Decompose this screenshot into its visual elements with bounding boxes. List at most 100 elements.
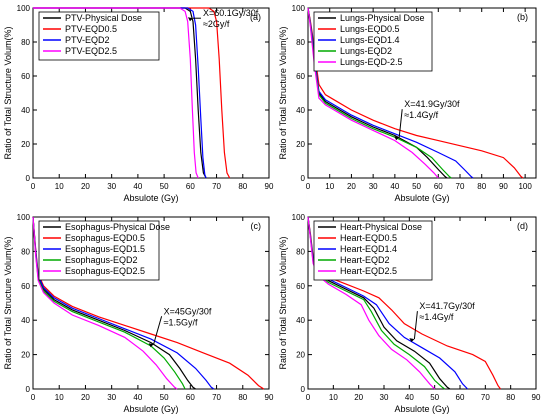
y-tick-label: 40 — [296, 316, 305, 325]
x-tick-label: 30 — [107, 182, 116, 191]
legend-label: Heart-EQD2 — [340, 255, 390, 265]
y-axis-label: Ratio of Total Structure Volum(%) — [3, 27, 13, 160]
x-tick-label: 60 — [186, 182, 195, 191]
x-tick-label: 20 — [81, 182, 90, 191]
x-axis-label: Absulote (Gy) — [394, 193, 449, 203]
x-tick-label: 90 — [265, 393, 274, 402]
y-tick-label: 100 — [17, 4, 31, 13]
x-tick-label: 90 — [265, 182, 274, 191]
y-tick-label: 60 — [21, 72, 30, 81]
y-tick-label: 80 — [296, 247, 305, 256]
x-tick-label: 80 — [506, 393, 515, 402]
legend-box — [313, 220, 433, 281]
legend-label: Lungs-EQD2 — [340, 46, 392, 56]
chart-panel: 0 10 20 30 40 50 60 70 80 90 0 20 40 60 80 100 Absulote … — [3, 4, 274, 203]
y-tick-label: 20 — [21, 140, 30, 149]
panel-letter: (d) — [517, 221, 528, 231]
annotation-text: X=41.9Gy/30f — [404, 99, 460, 109]
series-line — [33, 7, 231, 179]
x-tick-label: 20 — [347, 182, 356, 191]
x-tick-label: 30 — [380, 393, 389, 402]
y-tick-label: 0 — [26, 174, 31, 183]
y-axis-label: Ratio of Total Structure Volum(%) — [3, 237, 13, 370]
y-axis-label: Ratio of Total Structure Volum(%) — [278, 27, 288, 160]
legend-label: Esophagus-EQD0.5 — [65, 233, 145, 243]
x-tick-label: 70 — [481, 393, 490, 402]
series-line — [33, 7, 207, 179]
x-tick-label: 70 — [212, 182, 221, 191]
x-tick-label: 30 — [369, 182, 378, 191]
x-tick-label: 0 — [306, 182, 311, 191]
legend-label: Lungs-EQD-2.5 — [340, 57, 403, 67]
x-tick-label: 0 — [31, 393, 36, 402]
x-tick-label: 70 — [456, 182, 465, 191]
y-tick-label: 60 — [296, 282, 305, 291]
x-tick-label: 0 — [31, 182, 36, 191]
chart-panel: 0 10 20 30 40 50 60 70 80 90 0 20 40 60 80 100 Absulote … — [3, 213, 274, 414]
panel-letter: (c) — [251, 221, 262, 231]
plot-frame — [32, 216, 270, 390]
legend-label: Esophagus-EQD1.5 — [65, 244, 145, 254]
y-tick-label: 20 — [296, 140, 305, 149]
series-line — [32, 216, 178, 390]
annotation-text: X=60.1Gy/30f — [203, 8, 259, 18]
x-tick-label: 20 — [354, 393, 363, 402]
x-tick-label: 80 — [238, 393, 247, 402]
y-tick-label: 0 — [26, 385, 31, 394]
x-tick-label: 50 — [160, 393, 169, 402]
legend-box — [38, 220, 160, 281]
x-tick-label: 10 — [55, 182, 64, 191]
x-tick-label: 20 — [81, 393, 90, 402]
annotation-text: ≈1.5Gy/f — [164, 317, 198, 327]
x-tick-label: 80 — [238, 182, 247, 191]
y-tick-label: 20 — [296, 351, 305, 360]
y-tick-label: 60 — [296, 72, 305, 81]
y-tick-label: 0 — [301, 385, 306, 394]
annotation-arrow — [153, 316, 163, 345]
y-tick-label: 80 — [296, 38, 305, 47]
y-tick-label: 100 — [17, 213, 31, 222]
annotation-text: X=45Gy/30f — [164, 306, 212, 316]
legend-label: Heart-EQD1.4 — [340, 244, 397, 254]
y-tick-label: 40 — [296, 106, 305, 115]
y-tick-label: 100 — [292, 4, 306, 13]
x-tick-label: 10 — [325, 182, 334, 191]
legend-label: Heart-Physical Dose — [340, 222, 422, 232]
x-tick-label: 30 — [107, 393, 116, 402]
x-tick-label: 50 — [430, 393, 439, 402]
panel-letter: (b) — [517, 12, 528, 22]
x-tick-label: 100 — [518, 182, 532, 191]
legend-label: Esophagus-Physical Dose — [65, 222, 170, 232]
y-axis-label: Ratio of Total Structure Volum(%) — [278, 237, 288, 370]
legend-label: PTV-EQD2.5 — [65, 46, 117, 56]
y-tick-label: 40 — [21, 106, 30, 115]
chart-panel: 0 10 20 30 40 50 60 70 80 90 100 0 20 40 60 80 100 Absulo… — [278, 4, 537, 203]
legend-box — [38, 11, 160, 61]
x-tick-label: 50 — [160, 182, 169, 191]
annotation-arrowhead — [148, 343, 154, 348]
x-axis-label: Absulote (Gy) — [394, 404, 449, 414]
x-tick-label: 10 — [329, 393, 338, 402]
x-axis-label: Absulote (Gy) — [123, 193, 178, 203]
annotation-text: ≈2Gy/f — [203, 19, 230, 29]
x-tick-label: 70 — [212, 393, 221, 402]
plot-frame — [307, 7, 537, 179]
annotation-text: X=41.7Gy/30f — [419, 301, 475, 311]
legend-label: Lungs-EQD0.5 — [340, 24, 400, 34]
x-tick-label: 40 — [133, 393, 142, 402]
y-tick-label: 100 — [292, 213, 306, 222]
x-tick-label: 90 — [532, 393, 541, 402]
chart-panel: 0 10 20 30 40 50 60 70 80 90 0 20 40 60 80 100 Absulote … — [278, 213, 541, 414]
y-tick-label: 20 — [21, 351, 30, 360]
legend-label: Esophagus-EQD2 — [65, 255, 138, 265]
annotation-arrowhead — [409, 338, 415, 343]
x-tick-label: 40 — [133, 182, 142, 191]
legend-label: Lungs-EQD1.4 — [340, 35, 400, 45]
legend-label: PTV-EQD2 — [65, 35, 110, 45]
x-tick-label: 80 — [477, 182, 486, 191]
x-tick-label: 40 — [390, 182, 399, 191]
y-tick-label: 60 — [21, 282, 30, 291]
x-tick-label: 50 — [412, 182, 421, 191]
annotation-text: ≈1.4Gy/f — [404, 110, 438, 120]
